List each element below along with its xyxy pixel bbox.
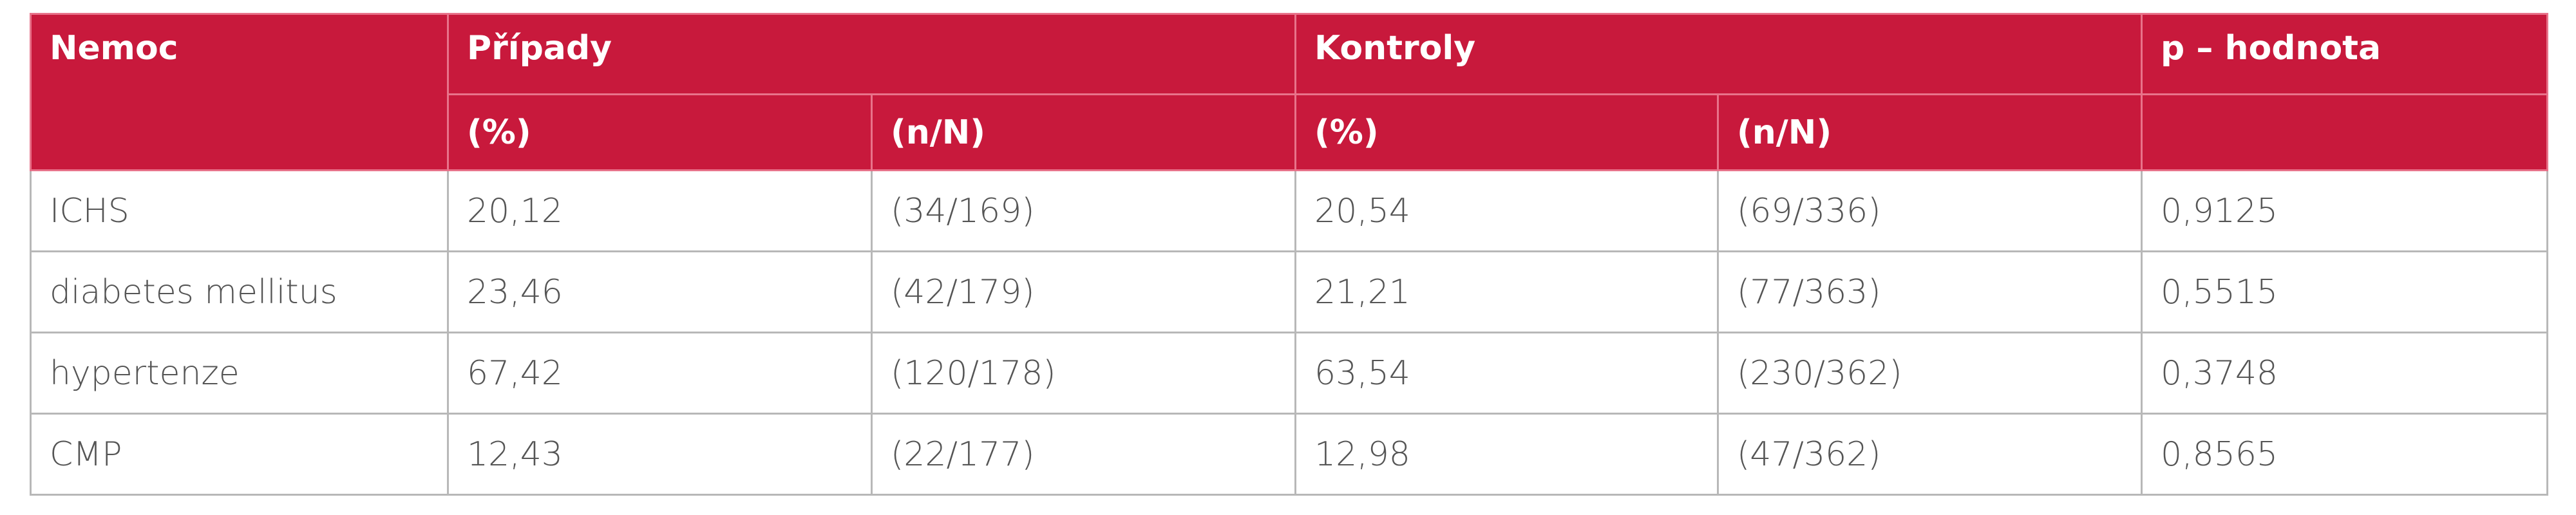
cell: 12,43 bbox=[447, 413, 873, 496]
cell: (34/169) bbox=[870, 169, 1297, 252]
header-cell: (n/N) bbox=[870, 93, 1297, 171]
cell: (22/177) bbox=[870, 413, 1297, 496]
cell: 12,98 bbox=[1294, 413, 1719, 496]
cell: 0,8565 bbox=[2141, 413, 2549, 496]
header-row: Nemoc Případy Kontroly p – hodnota bbox=[30, 13, 2549, 171]
cell: 20,12 bbox=[447, 169, 873, 252]
header-cell: Případy bbox=[446, 13, 1297, 95]
header-cell: Kontroly bbox=[1294, 13, 2143, 95]
cell: (42/179) bbox=[870, 250, 1297, 333]
cell: (230/362) bbox=[1717, 332, 2143, 415]
cell: ICHS bbox=[30, 169, 449, 252]
header-cell: p – hodnota bbox=[2141, 13, 2549, 95]
header-cell bbox=[2141, 93, 2549, 171]
header-cell: (%) bbox=[1294, 93, 1719, 171]
table-row: ICHS 20,12 (34/169) 20,54 (69/336) 0,9125 bbox=[30, 169, 2549, 252]
cell: 67,42 bbox=[447, 332, 873, 415]
header-row: (%) (n/N) (%) (n/N) bbox=[31, 93, 2549, 171]
header-cell: (%) bbox=[447, 93, 873, 171]
cell: (69/336) bbox=[1717, 169, 2143, 252]
cell: 0,9125 bbox=[2141, 169, 2549, 252]
table-row: hypertenze 67,42 (120/178) 63,54 (230/362) 0,… bbox=[30, 332, 2549, 415]
table-row: CMP 12,43 (22/177) 12,98 (47/362) 0,8565 bbox=[30, 413, 2549, 496]
cell: 0,3748 bbox=[2141, 332, 2549, 415]
cell: 0,5515 bbox=[2141, 250, 2549, 333]
cell: (77/363) bbox=[1717, 250, 2143, 333]
cell: 21,21 bbox=[1294, 250, 1719, 333]
cell: 20,54 bbox=[1294, 169, 1719, 252]
table-row: diabetes mellitus 23,46 (42/179) 21,21 (77/3… bbox=[30, 250, 2549, 333]
header-cell: (n/N) bbox=[1717, 93, 2143, 171]
cell: (47/362) bbox=[1717, 413, 2143, 496]
cell: (120/178) bbox=[870, 332, 1297, 415]
header-cell: Nemoc bbox=[30, 13, 449, 171]
cell: hypertenze bbox=[30, 332, 449, 415]
cell: diabetes mellitus bbox=[30, 250, 449, 333]
data-table: Nemoc Případy Kontroly p – hodnota (%) (n/N)(… bbox=[30, 13, 2549, 496]
cell: 23,46 bbox=[447, 250, 873, 333]
cell: CMP bbox=[30, 413, 449, 496]
cell: 63,54 bbox=[1294, 332, 1719, 415]
